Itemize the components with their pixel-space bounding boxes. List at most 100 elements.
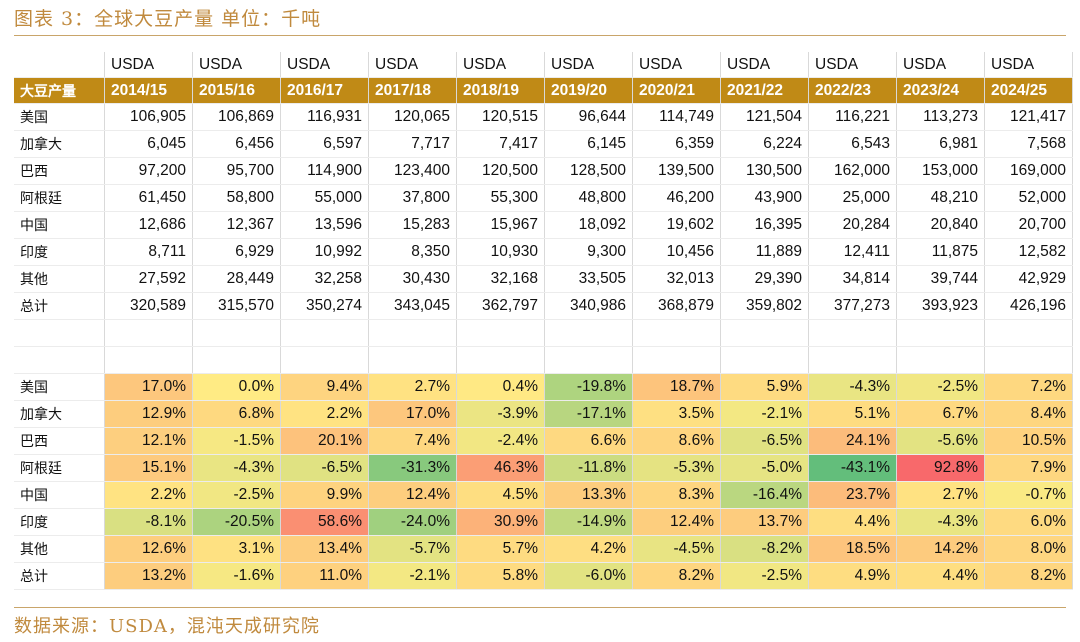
country-label: 中国 — [14, 211, 105, 239]
production-cell: 6,597 — [280, 130, 369, 158]
growth-cell: 13.7% — [720, 508, 809, 536]
production-cell: 7,717 — [368, 130, 457, 158]
production-cell: 55,000 — [280, 184, 369, 212]
growth-cell: -8.2% — [720, 535, 809, 563]
year-header: 2020/21 — [632, 77, 721, 104]
country-label: 阿根廷 — [14, 184, 105, 212]
growth-cell: 92.8% — [896, 454, 985, 482]
blank-cell — [280, 346, 369, 374]
growth-cell: 5.8% — [456, 562, 545, 590]
production-cell: 114,900 — [280, 157, 369, 185]
growth-cell: -19.8% — [544, 373, 633, 401]
production-cell: 13,596 — [280, 211, 369, 239]
country-label: 总计 — [14, 562, 105, 590]
growth-cell: 0.4% — [456, 373, 545, 401]
production-cell: 97,200 — [104, 157, 193, 185]
growth-cell: 17.0% — [104, 373, 193, 401]
growth-cell: -5.3% — [632, 454, 721, 482]
growth-row: 中国 2.2% -2.5% 9.9% 12.4% 4.5% 13.3% 8.3% -16.4% 2… — [14, 481, 1073, 509]
growth-cell: -4.3% — [896, 508, 985, 536]
production-cell: 11,889 — [720, 238, 809, 266]
growth-cell: -11.8% — [544, 454, 633, 482]
growth-cell: 12.4% — [368, 481, 457, 509]
growth-cell: 13.3% — [544, 481, 633, 509]
growth-cell: 17.0% — [368, 400, 457, 428]
blank-cell — [456, 319, 545, 347]
source-row: USDA USDA USDA USDA USDA USDA USDA USDA USDA USDA… — [14, 52, 1073, 78]
production-cell: 130,500 — [720, 157, 809, 185]
production-cell: 27,592 — [104, 265, 193, 293]
year-header: 2022/23 — [808, 77, 897, 104]
production-cell: 128,500 — [544, 157, 633, 185]
production-cell: 362,797 — [456, 292, 545, 320]
production-cell: 55,300 — [456, 184, 545, 212]
growth-cell: -1.5% — [192, 427, 281, 455]
production-cell: 377,273 — [808, 292, 897, 320]
growth-cell: -17.1% — [544, 400, 633, 428]
year-header: 2016/17 — [280, 77, 369, 104]
production-cell: 15,283 — [368, 211, 457, 239]
growth-cell: -16.4% — [720, 481, 809, 509]
production-cell: 52,000 — [984, 184, 1073, 212]
growth-cell: 3.1% — [192, 535, 281, 563]
production-cell: 7,417 — [456, 130, 545, 158]
growth-cell: 4.9% — [808, 562, 897, 590]
production-cell: 106,869 — [192, 103, 281, 131]
production-cell: 113,273 — [896, 103, 985, 131]
growth-cell: 0.0% — [192, 373, 281, 401]
production-cell: 139,500 — [632, 157, 721, 185]
growth-cell: -31.3% — [368, 454, 457, 482]
growth-cell: 12.1% — [104, 427, 193, 455]
growth-row: 巴西 12.1% -1.5% 20.1% 7.4% -2.4% 6.6% 8.6% -6.5% 2… — [14, 427, 1073, 455]
source-label-cell: USDA — [984, 52, 1073, 78]
production-cell: 426,196 — [984, 292, 1073, 320]
growth-cell: -6.5% — [720, 427, 809, 455]
growth-cell: 58.6% — [280, 508, 369, 536]
growth-cell: -1.6% — [192, 562, 281, 590]
growth-cell: 14.2% — [896, 535, 985, 563]
blank-cell — [720, 346, 809, 374]
growth-cell: 6.8% — [192, 400, 281, 428]
production-cell: 34,814 — [808, 265, 897, 293]
source-label-cell: USDA — [104, 52, 193, 78]
growth-cell: 18.5% — [808, 535, 897, 563]
figure-title: 图表 3：全球大豆产量 单位：千吨 — [14, 8, 322, 30]
production-cell: 6,224 — [720, 130, 809, 158]
production-cell: 121,504 — [720, 103, 809, 131]
production-cell: 120,065 — [368, 103, 457, 131]
production-cell: 153,000 — [896, 157, 985, 185]
year-header: 2015/16 — [192, 77, 281, 104]
growth-cell: -2.5% — [720, 562, 809, 590]
growth-cell: 8.2% — [632, 562, 721, 590]
growth-cell: 5.9% — [720, 373, 809, 401]
source-label-cell: USDA — [280, 52, 369, 78]
production-cell: 116,931 — [280, 103, 369, 131]
source-label-cell: USDA — [456, 52, 545, 78]
country-label: 其他 — [14, 535, 105, 563]
blank-cell — [720, 319, 809, 347]
country-label: 加拿大 — [14, 400, 105, 428]
production-cell: 12,367 — [192, 211, 281, 239]
production-cell: 368,879 — [632, 292, 721, 320]
production-cell: 6,359 — [632, 130, 721, 158]
growth-row: 美国 17.0% 0.0% 9.4% 2.7% 0.4% -19.8% 18.7% 5.9% -4… — [14, 373, 1073, 401]
production-cell: 32,258 — [280, 265, 369, 293]
year-header: 2021/22 — [720, 77, 809, 104]
production-cell: 28,449 — [192, 265, 281, 293]
production-cell: 6,929 — [192, 238, 281, 266]
blank-cell — [808, 319, 897, 347]
production-cell: 116,221 — [808, 103, 897, 131]
growth-row: 总计 13.2% -1.6% 11.0% -2.1% 5.8% -6.0% 8.2% -2.5%… — [14, 562, 1073, 590]
growth-cell: 7.2% — [984, 373, 1073, 401]
country-label: 阿根廷 — [14, 454, 105, 482]
production-cell: 42,929 — [984, 265, 1073, 293]
growth-cell: 9.4% — [280, 373, 369, 401]
production-cell: 340,986 — [544, 292, 633, 320]
production-cell: 359,802 — [720, 292, 809, 320]
growth-cell: 6.6% — [544, 427, 633, 455]
production-cell: 8,350 — [368, 238, 457, 266]
growth-row: 阿根廷 15.1% -4.3% -6.5% -31.3% 46.3% -11.8% -5.3%… — [14, 454, 1073, 482]
growth-cell: 6.0% — [984, 508, 1073, 536]
production-cell: 20,700 — [984, 211, 1073, 239]
growth-cell: 18.7% — [632, 373, 721, 401]
